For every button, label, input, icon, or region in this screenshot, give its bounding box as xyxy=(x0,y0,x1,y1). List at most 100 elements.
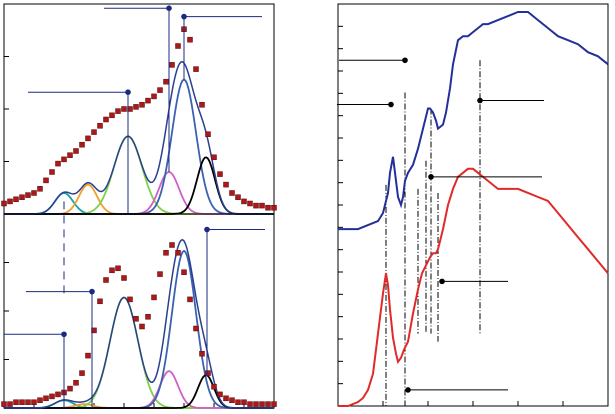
peak-green-line xyxy=(4,296,274,409)
data-marker-point xyxy=(7,401,13,407)
data-marker-point xyxy=(187,36,193,43)
data-marker-point xyxy=(175,43,181,49)
data-marker-point xyxy=(67,152,73,158)
callout-dot xyxy=(388,101,394,108)
data-marker-point xyxy=(121,275,127,281)
data-marker-point xyxy=(247,401,253,407)
data-marker-point xyxy=(85,135,91,142)
peak-black-line xyxy=(4,156,274,215)
data-marker-point xyxy=(91,129,97,135)
data-marker-point xyxy=(151,93,157,100)
data-marker-point xyxy=(145,97,151,104)
data-marker-point xyxy=(97,298,103,305)
leader-dot xyxy=(166,5,172,11)
data-marker-point xyxy=(253,202,259,209)
data-marker-point xyxy=(151,294,157,301)
data-marker-point xyxy=(127,296,133,303)
leader-dot xyxy=(125,89,131,95)
data-marker-point xyxy=(235,399,241,405)
leader-dot xyxy=(204,226,210,233)
data-marker-point xyxy=(109,112,115,119)
data-marker-point xyxy=(1,200,7,207)
data-marker-point xyxy=(229,397,235,403)
data-marker-point xyxy=(157,87,163,93)
data-marker-point xyxy=(37,186,43,192)
upper-spectrum-line xyxy=(338,11,609,231)
data-marker-point xyxy=(199,102,205,108)
peak-orange-line xyxy=(4,183,274,215)
data-marker-point xyxy=(181,269,187,275)
data-marker-point xyxy=(169,62,175,68)
axis-frame xyxy=(3,213,275,409)
peak-green-line xyxy=(4,135,274,215)
data-marker-point xyxy=(7,198,13,205)
callout-dot xyxy=(428,174,434,180)
data-marker-point xyxy=(49,169,55,175)
data-marker-point xyxy=(175,250,181,256)
data-marker-point xyxy=(247,200,253,207)
envelope-fit-line xyxy=(4,61,274,215)
data-marker-point xyxy=(31,399,37,405)
data-marker-point xyxy=(13,399,19,405)
data-marker-point xyxy=(79,141,85,148)
leader-dot xyxy=(61,331,67,338)
data-marker-point xyxy=(133,316,139,322)
data-marker-point xyxy=(187,296,193,303)
data-marker-point xyxy=(193,325,199,332)
data-marker-point xyxy=(205,131,211,137)
data-marker-point xyxy=(241,198,247,205)
data-marker-point xyxy=(163,78,169,85)
data-marker-point xyxy=(205,370,211,376)
data-marker-point xyxy=(67,385,73,392)
data-marker-point xyxy=(13,196,19,203)
data-marker-point xyxy=(235,194,241,200)
data-marker-point xyxy=(25,192,31,198)
data-marker-point xyxy=(61,156,67,163)
data-marker-point xyxy=(217,171,223,177)
data-marker-point xyxy=(163,250,169,256)
data-marker-point xyxy=(229,190,235,196)
data-marker-point xyxy=(157,271,163,277)
data-marker-point xyxy=(121,106,127,112)
data-marker-point xyxy=(43,395,49,402)
data-marker-point xyxy=(103,277,109,283)
data-marker-point xyxy=(55,160,61,167)
data-marker-point xyxy=(223,395,229,402)
data-marker-point xyxy=(73,148,79,154)
peak-black-line xyxy=(4,374,274,409)
data-marker-point xyxy=(73,380,79,386)
callout-dot xyxy=(405,387,411,393)
peak-blue_peak-line xyxy=(4,249,274,409)
data-marker-point xyxy=(49,393,55,400)
data-marker-point xyxy=(1,401,7,407)
data-marker-point xyxy=(139,102,145,108)
data-marker-point xyxy=(19,399,25,405)
peak-teal-line xyxy=(4,192,274,215)
data-marker-point xyxy=(145,314,151,320)
data-marker-point xyxy=(199,350,205,357)
data-marker-point xyxy=(169,242,175,248)
axis-frame xyxy=(337,3,609,407)
data-marker-point xyxy=(271,401,277,407)
data-marker-point xyxy=(109,267,115,274)
panel-right xyxy=(337,3,609,407)
data-marker-point xyxy=(115,265,121,272)
data-marker-point xyxy=(19,194,25,200)
callout-dot xyxy=(402,57,408,64)
data-marker-point xyxy=(241,399,247,405)
data-marker-point xyxy=(25,399,31,405)
data-marker-point xyxy=(55,391,61,398)
data-marker-point xyxy=(97,123,103,129)
data-marker-point xyxy=(115,108,121,114)
data-marker-point xyxy=(103,116,109,123)
data-marker-point xyxy=(223,181,229,188)
data-marker-point xyxy=(133,104,139,110)
panel-bottom-left xyxy=(1,213,277,409)
data-marker-point xyxy=(37,397,43,403)
data-marker-point xyxy=(211,383,217,390)
lower-spectrum-line xyxy=(338,167,609,407)
callout-dot xyxy=(477,97,483,104)
data-marker-point xyxy=(139,323,145,330)
data-marker-point xyxy=(265,204,271,211)
